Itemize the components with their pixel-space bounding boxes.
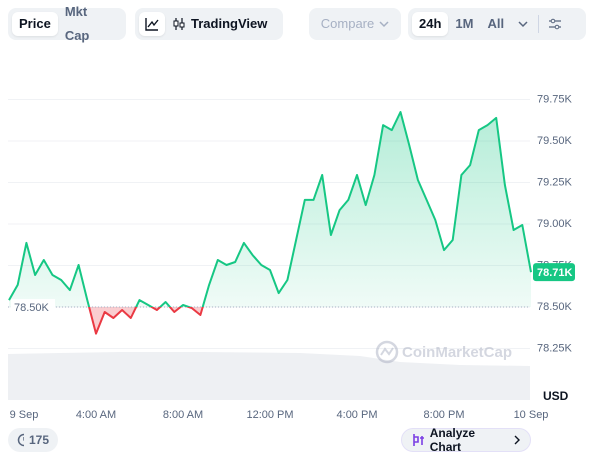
currency-label: USD <box>543 389 569 403</box>
comments[interactable]: 175 <box>8 428 58 452</box>
x-tick-label: 4:00 PM <box>337 409 378 421</box>
line-icon <box>145 18 159 31</box>
price-line-down <box>88 307 204 335</box>
analyze-chart[interactable]: Analyze Chart <box>401 426 531 454</box>
compare-button: Compare <box>314 12 396 36</box>
watermark: CoinMarketCap <box>375 340 512 364</box>
reference-label: 78.50K <box>14 302 50 314</box>
x-tick-label: 8:00 PM <box>424 409 465 421</box>
y-tick-label: 79.25K <box>537 176 573 188</box>
x-tick-label: 12:00 PM <box>246 409 293 421</box>
y-tick-label: 78.50K <box>537 301 573 313</box>
line-view[interactable] <box>139 12 165 36</box>
price-line-up <box>8 111 532 308</box>
x-tick-label: 8:00 AM <box>163 409 203 421</box>
reference-label-bg <box>11 299 55 316</box>
chevron <box>379 21 389 28</box>
y-tick-label: 79.75K <box>537 93 573 105</box>
x-tick-label: 9 Sep <box>10 409 39 421</box>
comments-count: 175 <box>28 433 49 447</box>
divider <box>538 15 540 33</box>
marks: 78.50K 78.71K <box>8 111 575 335</box>
tradingview[interactable]: TradingView <box>165 12 274 36</box>
watermark-text: CoinMarketCap <box>402 344 512 361</box>
last-price-tag <box>533 263 575 282</box>
compare-label: Compare <box>320 16 375 31</box>
range-all[interactable]: All <box>487 16 505 31</box>
settings-icon <box>549 18 562 30</box>
tab-price[interactable]: Price <box>12 12 58 36</box>
compare[interactable]: Compare <box>309 8 401 40</box>
clock-icon <box>17 433 24 447</box>
view-tabs: TradingView <box>135 8 283 40</box>
range-1m[interactable]: 1M <box>455 16 474 31</box>
chevron <box>514 435 521 445</box>
range-24h[interactable]: 24h <box>412 12 449 36</box>
area-up <box>9 112 531 308</box>
candle-icon <box>173 18 185 30</box>
range-tabs: 24h 1M All <box>408 8 586 40</box>
chart-type-tabs: Price Mkt Cap <box>8 4 126 43</box>
last-price-label: 78.71K <box>537 267 573 279</box>
tradingview-label: TradingView <box>191 16 268 31</box>
y-tick-label: 78.25K <box>537 342 573 354</box>
y-tick-label: 79.50K <box>537 135 573 147</box>
settings[interactable] <box>542 12 568 36</box>
analyze-icon <box>413 434 424 446</box>
y-tick-label: 79.00K <box>537 218 573 230</box>
chevron <box>518 21 528 28</box>
analyze-label: Analyze Chart <box>429 426 476 454</box>
x-tick-label: 10 Sep <box>514 409 549 421</box>
tab-mkt-cap[interactable]: Mkt Cap <box>64 4 90 43</box>
range-more[interactable] <box>511 12 535 36</box>
volume-area <box>8 352 530 400</box>
x-tick-label: 4:00 AM <box>76 409 116 421</box>
